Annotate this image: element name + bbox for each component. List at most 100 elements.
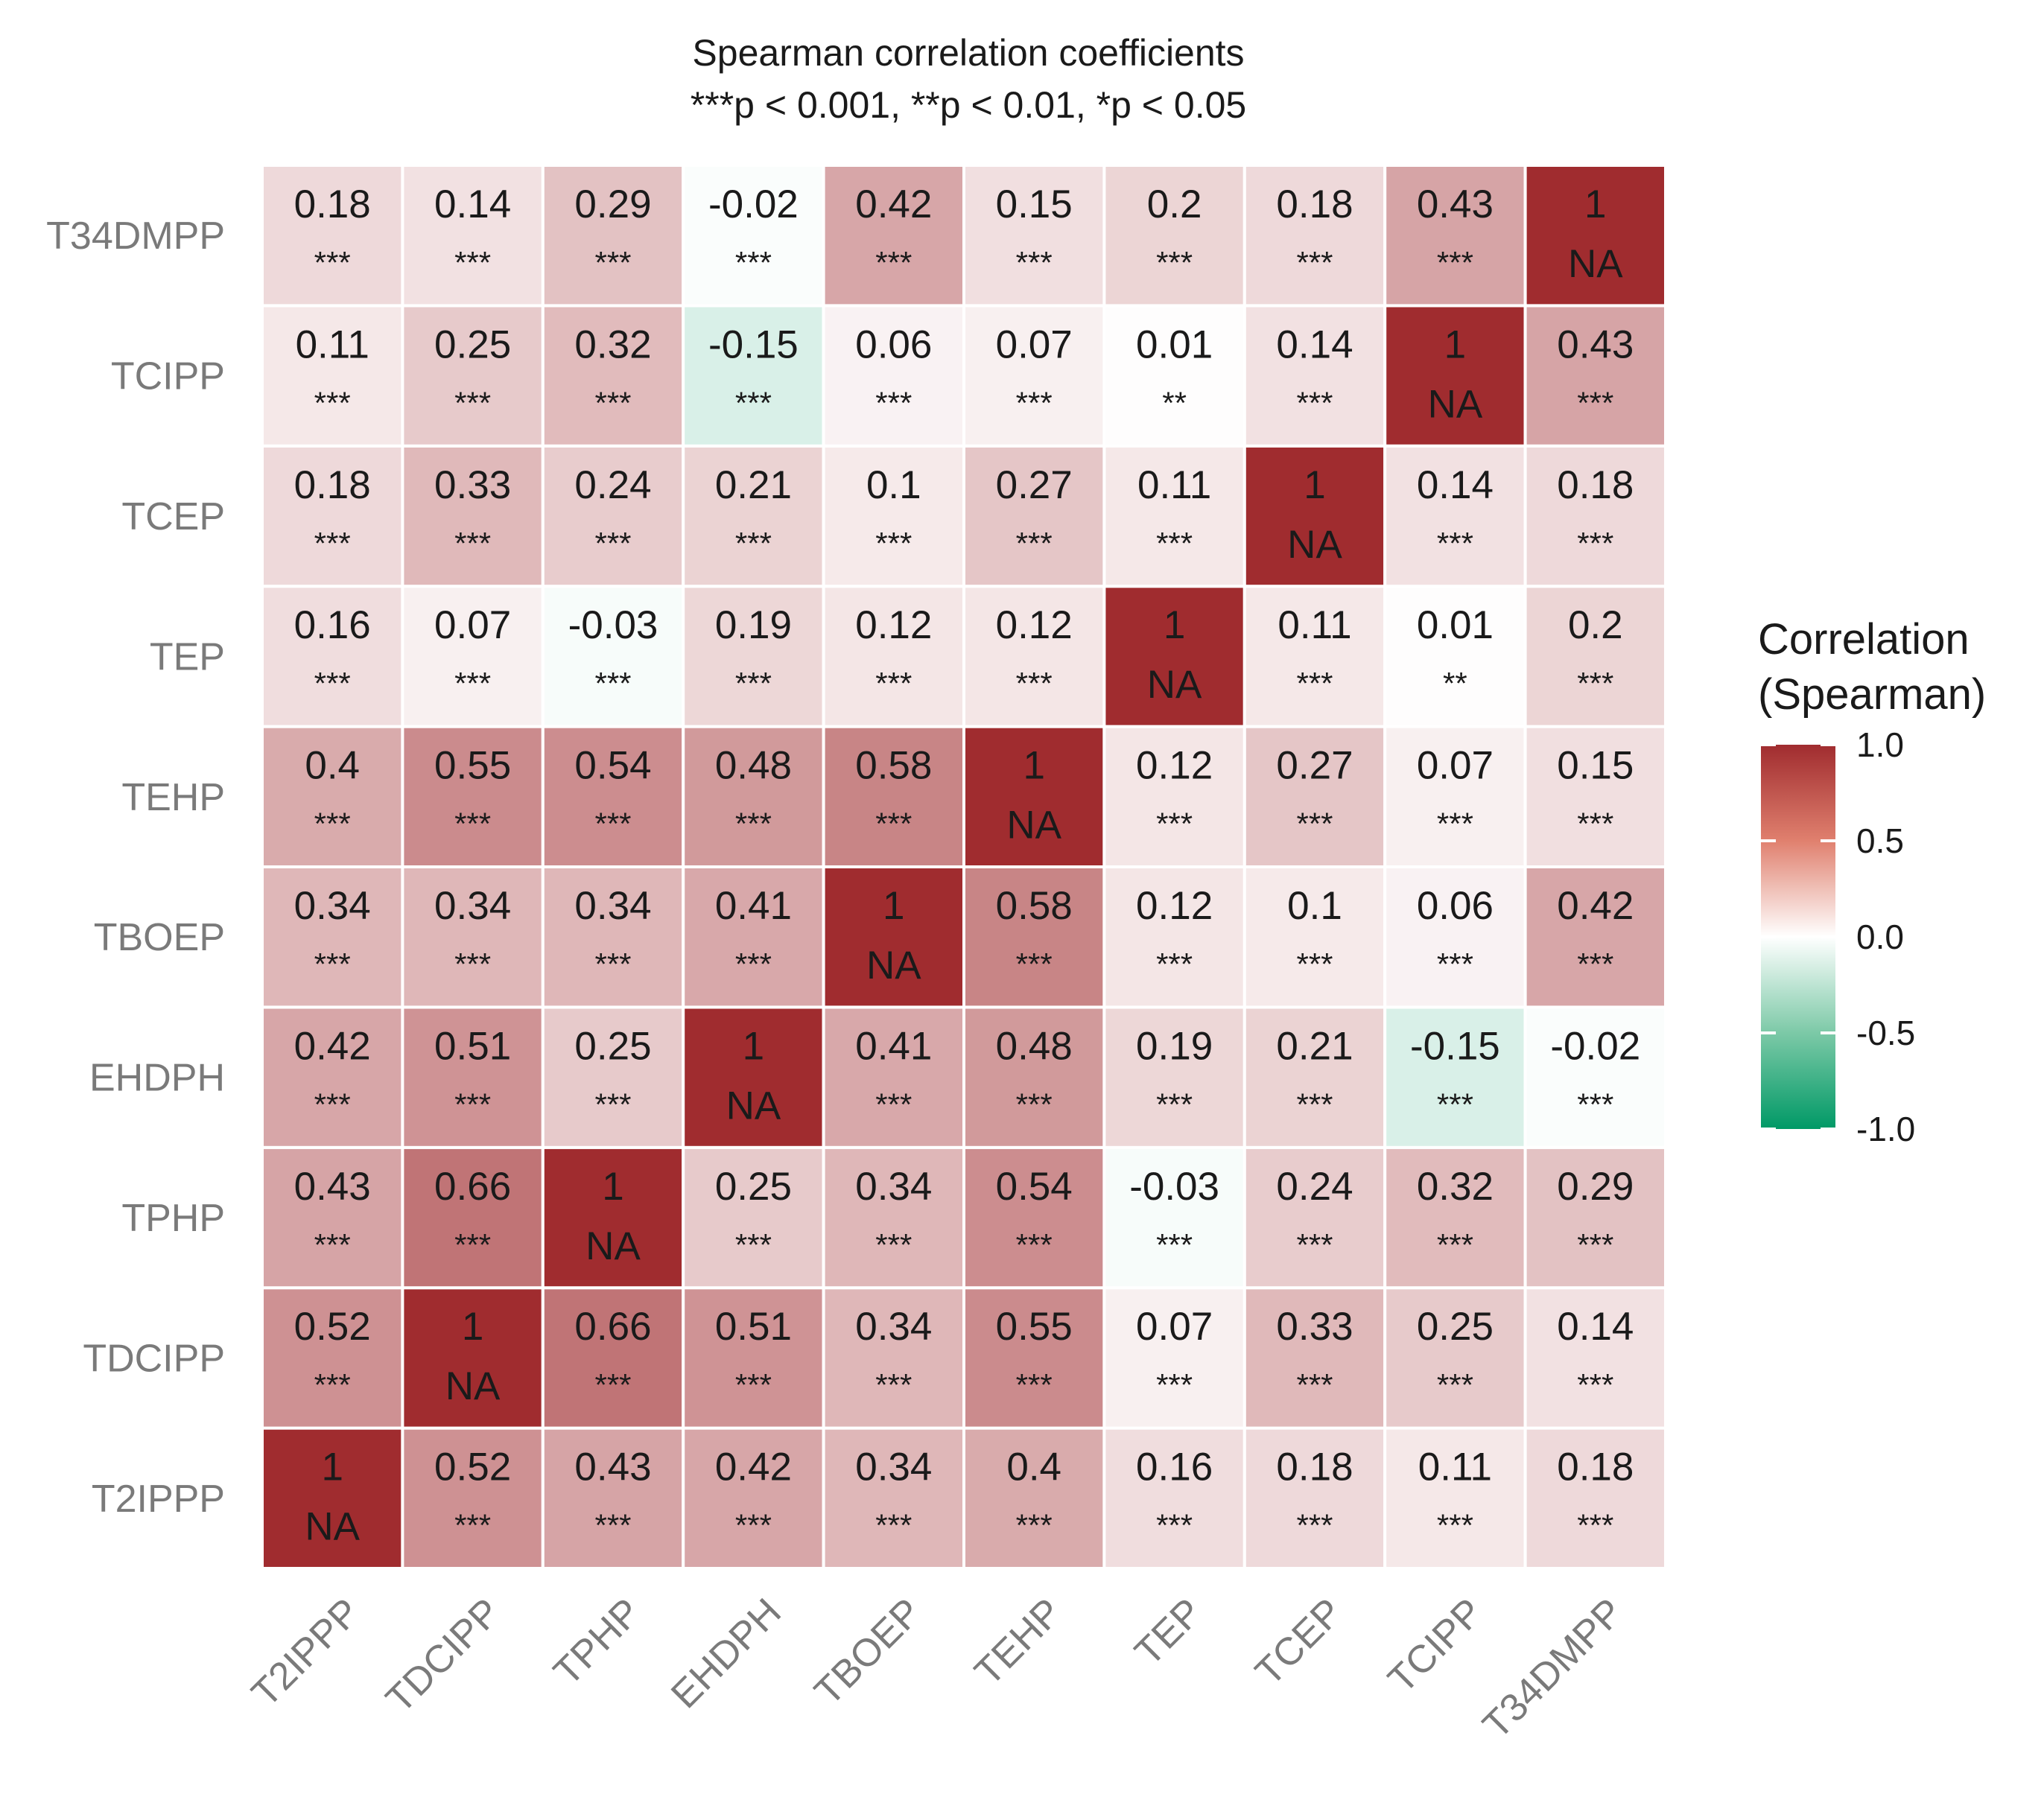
- heatmap-cell: 0.42 ***: [261, 1005, 404, 1149]
- cell-significance-label: ***: [1577, 385, 1613, 420]
- cell-significance-label: ***: [1016, 1367, 1053, 1402]
- cell-significance-label: ***: [594, 1087, 631, 1122]
- heatmap-cell: 0.11 ***: [1102, 444, 1246, 588]
- cell-significance-label: ***: [1156, 1508, 1193, 1543]
- cell-significance-label: ***: [1296, 666, 1333, 701]
- x-axis-tick-label: T34DMPP: [1475, 1590, 1632, 1747]
- cell-significance-label: NA: [726, 1084, 781, 1128]
- cell-value-label: 0.4: [305, 744, 360, 788]
- cell-significance-label: ***: [454, 1087, 491, 1122]
- heatmap-cell-rect: [401, 164, 545, 308]
- heatmap-cell: 0.4 ***: [962, 1426, 1106, 1570]
- heatmap-cell: 0.52 ***: [401, 1426, 545, 1570]
- heatmap-cell-rect: [1383, 164, 1527, 308]
- cell-significance-label: ***: [594, 1508, 631, 1543]
- heatmap-cell-rect: [261, 164, 404, 308]
- cell-value-label: 0.2: [1147, 182, 1202, 226]
- heatmap-cell-rect: [962, 304, 1106, 448]
- legend-title-line2: (Spearman): [1758, 670, 1986, 719]
- cell-value-label: 0.01: [1136, 322, 1213, 366]
- cell-significance-label: ***: [1437, 1227, 1473, 1262]
- cell-value-label: 0.27: [1276, 744, 1353, 788]
- cell-value-label: 0.07: [1417, 744, 1494, 788]
- heatmap-cell-rect: [1102, 304, 1246, 448]
- heatmap-cell-rect: [541, 304, 685, 448]
- cell-value-label: 0.21: [715, 463, 792, 507]
- heatmap-cell: -0.03 ***: [541, 585, 685, 728]
- x-axis-tick-label: EHDPH: [663, 1590, 790, 1717]
- cell-significance-label: ***: [1437, 526, 1473, 561]
- cell-value-label: 0.24: [574, 463, 651, 507]
- heatmap-cell: 0.54 ***: [541, 725, 685, 868]
- cell-value-label: 0.25: [715, 1165, 792, 1209]
- heatmap-cell-rect: [682, 304, 825, 448]
- heatmap-cell-rect: [822, 1145, 965, 1290]
- cell-value-label: 0.34: [434, 884, 511, 928]
- cell-significance-label: ***: [875, 807, 912, 842]
- x-axis-tick-label: TCIPP: [1380, 1590, 1491, 1701]
- cell-value-label: 0.43: [1557, 322, 1634, 366]
- heatmap-cell: 0.42 ***: [822, 164, 965, 308]
- heatmap-cell: 0.15 ***: [1523, 725, 1667, 868]
- cell-value-label: 0.58: [996, 884, 1073, 928]
- heatmap-cell: 0.12 ***: [962, 585, 1106, 728]
- y-axis-tick-label: TEHP: [121, 776, 225, 819]
- cell-value-label: 0.33: [1276, 1305, 1353, 1349]
- cell-significance-label: ***: [454, 245, 491, 280]
- cell-value-label: 0.15: [1557, 744, 1634, 788]
- x-axis-tick-label: T2IPPP: [244, 1590, 369, 1715]
- cell-significance-label: ***: [314, 947, 351, 982]
- heatmap-cell: 0.01 **: [1383, 585, 1527, 728]
- heatmap-cell: 0.14 ***: [1242, 304, 1387, 448]
- cell-value-label: 1: [1023, 744, 1044, 788]
- cell-value-label: 1: [883, 884, 904, 928]
- heatmap-cell-rect: [1242, 164, 1387, 308]
- heatmap-cell: 0.07 ***: [962, 304, 1106, 448]
- heatmap-cell: 0.25 ***: [401, 304, 545, 448]
- cell-value-label: 0.42: [855, 182, 932, 226]
- cell-significance-label: ***: [735, 1227, 772, 1262]
- cell-value-label: 0.42: [715, 1446, 792, 1489]
- cell-value-label: 0.16: [294, 603, 371, 647]
- heatmap-cell: 0.06 ***: [1383, 865, 1527, 1009]
- cell-value-label: 0.66: [574, 1305, 651, 1349]
- heatmap-cell: 1 NA: [261, 1426, 404, 1570]
- heatmap-cell: 0.42 ***: [682, 1426, 825, 1570]
- legend-tick-label: 0.5: [1856, 821, 1904, 860]
- heatmap-cell: 0.34 ***: [822, 1426, 965, 1570]
- heatmap-cell-rect: [822, 1005, 965, 1149]
- cell-significance-label: ***: [594, 1367, 631, 1402]
- cell-significance-label: ***: [1156, 526, 1193, 561]
- heatmap-cell: 0.18 ***: [1523, 1426, 1667, 1570]
- heatmap-cell-rect: [1383, 304, 1527, 448]
- heatmap-cell: 0.33 ***: [401, 444, 545, 588]
- cell-significance-label: ***: [1577, 807, 1613, 842]
- cell-significance-label: ***: [314, 1087, 351, 1122]
- heatmap-cell: 0.19 ***: [1102, 1005, 1246, 1149]
- heatmap-cell-rect: [1523, 725, 1667, 868]
- cell-value-label: 0.43: [574, 1446, 651, 1489]
- cell-value-label: 1: [1584, 182, 1606, 226]
- heatmap-cell-rect: [401, 585, 545, 728]
- y-axis-tick-label: EHDPH: [89, 1057, 225, 1100]
- heatmap-cell-rect: [541, 1145, 685, 1290]
- cell-value-label: 0.24: [1276, 1165, 1353, 1209]
- cell-value-label: -0.03: [568, 603, 658, 647]
- cell-value-label: 1: [321, 1446, 343, 1489]
- cell-significance-label: NA: [1006, 804, 1061, 847]
- cell-significance-label: ***: [1577, 666, 1613, 701]
- cell-value-label: 0.07: [434, 603, 511, 647]
- heatmap-cell: 0.14 ***: [1383, 444, 1527, 588]
- cell-significance-label: ***: [1296, 1087, 1333, 1122]
- heatmap-cell-rect: [1242, 1145, 1387, 1290]
- heatmap-cell: 1 NA: [1102, 585, 1246, 728]
- cell-value-label: -0.02: [708, 182, 799, 226]
- cell-value-label: 0.12: [1136, 884, 1213, 928]
- cell-value-label: 1: [462, 1305, 483, 1349]
- cell-significance-label: ***: [1296, 385, 1333, 420]
- cell-significance-label: ***: [1016, 526, 1053, 561]
- cell-value-label: 0.34: [294, 884, 371, 928]
- heatmap-cell: 0.34 ***: [401, 865, 545, 1009]
- heatmap-cell: 0.34 ***: [261, 865, 404, 1009]
- heatmap-cell-rect: [822, 444, 965, 588]
